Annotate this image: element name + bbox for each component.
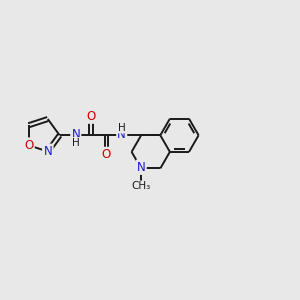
Text: N: N <box>117 128 126 141</box>
Text: N: N <box>137 161 146 174</box>
Text: N: N <box>44 145 52 158</box>
Text: N: N <box>71 128 80 141</box>
Text: H: H <box>72 138 80 148</box>
Text: O: O <box>102 148 111 161</box>
Text: O: O <box>24 139 33 152</box>
Text: O: O <box>86 110 96 123</box>
Text: CH₃: CH₃ <box>131 181 151 191</box>
Text: H: H <box>118 123 126 133</box>
